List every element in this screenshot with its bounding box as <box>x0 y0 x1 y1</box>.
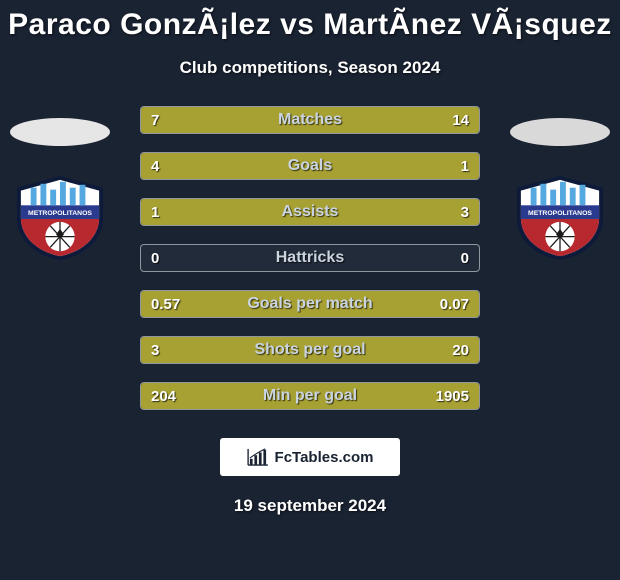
bar-left <box>141 383 175 409</box>
bar-right <box>253 107 479 133</box>
bar-left <box>141 199 226 225</box>
stat-row: 320Shots per goal <box>140 336 480 364</box>
main-area: METROPOLITANOS <box>0 106 620 410</box>
bar-right <box>226 199 480 225</box>
bar-left <box>141 337 185 363</box>
bar-right <box>442 291 479 317</box>
brand-badge: FcTables.com <box>220 438 400 476</box>
club-badge-left: METROPOLITANOS <box>11 174 109 262</box>
bar-right <box>185 337 479 363</box>
player-right-column: METROPOLITANOS <box>510 106 610 262</box>
stat-row: 2041905Min per goal <box>140 382 480 410</box>
shield-icon: METROPOLITANOS <box>511 174 609 262</box>
stat-row: 41Goals <box>140 152 480 180</box>
stat-row: 13Assists <box>140 198 480 226</box>
footer-date: 19 september 2024 <box>0 496 620 516</box>
bar-right <box>175 383 479 409</box>
stat-value-right: 0 <box>461 245 469 271</box>
bar-left <box>141 291 442 317</box>
comparison-bars: 714Matches 41Goals 13Assists 0 0Hattricks 0.5… <box>140 106 480 410</box>
player-left-oval <box>10 118 110 146</box>
comparison-infographic: Paraco GonzÃ¡lez vs MartÃnez VÃ¡squez Cl… <box>0 0 620 580</box>
player-right-oval <box>510 118 610 146</box>
subtitle: Club competitions, Season 2024 <box>0 58 620 78</box>
stat-row: 0.570.07Goals per match <box>140 290 480 318</box>
stat-row: 0 0Hattricks <box>140 244 480 272</box>
stat-value-left: 0 <box>151 245 159 271</box>
stat-row: 714Matches <box>140 106 480 134</box>
bar-right <box>411 153 479 179</box>
page-title: Paraco GonzÃ¡lez vs MartÃnez VÃ¡squez <box>0 8 620 42</box>
bar-left <box>141 153 411 179</box>
brand-text: FcTables.com <box>275 449 374 466</box>
shield-icon: METROPOLITANOS <box>11 174 109 262</box>
player-left-column: METROPOLITANOS <box>10 106 110 262</box>
club-badge-right: METROPOLITANOS <box>511 174 609 262</box>
chart-icon <box>247 448 269 466</box>
club-name-text: METROPOLITANOS <box>28 210 92 217</box>
bar-left <box>141 107 253 133</box>
stat-label: Hattricks <box>141 245 479 271</box>
club-name-text: METROPOLITANOS <box>528 210 592 217</box>
